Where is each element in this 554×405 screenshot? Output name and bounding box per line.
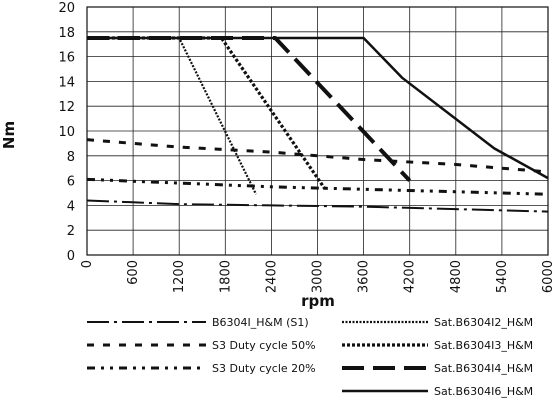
plot-border [86,6,549,256]
x-tick-label: 600 [126,260,141,285]
x-tick-label: 1800 [218,260,233,293]
y-tick-label: 4 [67,199,75,214]
plot-frame [86,6,549,256]
legend-label: Sat.B6304I6_H&M [434,385,533,398]
x-tick-label: 4800 [449,260,464,293]
y-tick-label: 6 [67,175,75,190]
legend-item: Sat.B6304I6_H&M [342,385,533,398]
series-line-sat-b6304i6-h-m [87,36,549,180]
y-tick-label: 8 [67,150,75,165]
y-tick-label: 20 [58,1,75,16]
y-tick-label: 12 [58,100,75,115]
y-tick-label: 0 [67,249,75,264]
y-tick-label: 14 [58,75,75,90]
y-tick-label: 18 [58,26,75,41]
legend-item: S3 Duty cycle 20% [87,362,316,375]
legend: B6304I_H&M (S1) S3 Duty cycle 50% S3 Duty … [87,316,533,398]
legend-label: Sat.B6304I4_H&M [434,362,533,375]
legend-item: B6304I_H&M (S1) [87,316,309,329]
y-tick-labels: 0 2 4 6 8 10 12 14 16 18 20 [58,1,75,264]
x-tick-label: 6000 [541,260,554,293]
x-tick-label: 4200 [403,260,418,293]
legend-label: Sat.B6304I3_H&M [434,339,533,352]
y-tick-label: 16 [58,51,75,66]
legend-label: Sat.B6304I2_H&M [434,316,533,329]
legend-item: Sat.B6304I2_H&M [342,316,533,329]
grid [86,6,549,256]
series-line-sat-b6304i2-h-m [87,36,258,195]
x-tick-label: 3000 [311,260,326,293]
x-tick-label: 1200 [172,260,187,293]
y-tick-label: 2 [67,224,75,239]
x-tick-label: 5400 [495,260,510,293]
y-axis-title: Nm [0,121,18,149]
x-tick-label: 2400 [264,260,279,293]
legend-item: S3 Duty cycle 50% [87,339,316,352]
legend-item: Sat.B6304I4_H&M [342,362,533,375]
legend-item: Sat.B6304I3_H&M [342,339,533,352]
series-lines [86,36,549,213]
series-line-s3-duty-cycle-20- [86,177,549,196]
legend-label: S3 Duty cycle 20% [212,362,316,375]
series-line-b6304i-h-m-s1- [86,199,549,213]
x-axis-title: rpm [301,292,335,310]
legend-label: S3 Duty cycle 50% [212,339,316,352]
x-tick-label: 0 [80,260,95,268]
y-tick-label: 10 [58,125,75,140]
x-tick-labels: 0 600 1200 1800 2400 3000 3600 4200 4800 5400 6000 [80,260,554,293]
series-line-s3-duty-cycle-50- [86,138,549,174]
x-tick-label: 3600 [357,260,372,293]
series-line-sat-b6304i3-h-m [87,36,327,191]
legend-label: B6304I_H&M (S1) [212,316,309,329]
